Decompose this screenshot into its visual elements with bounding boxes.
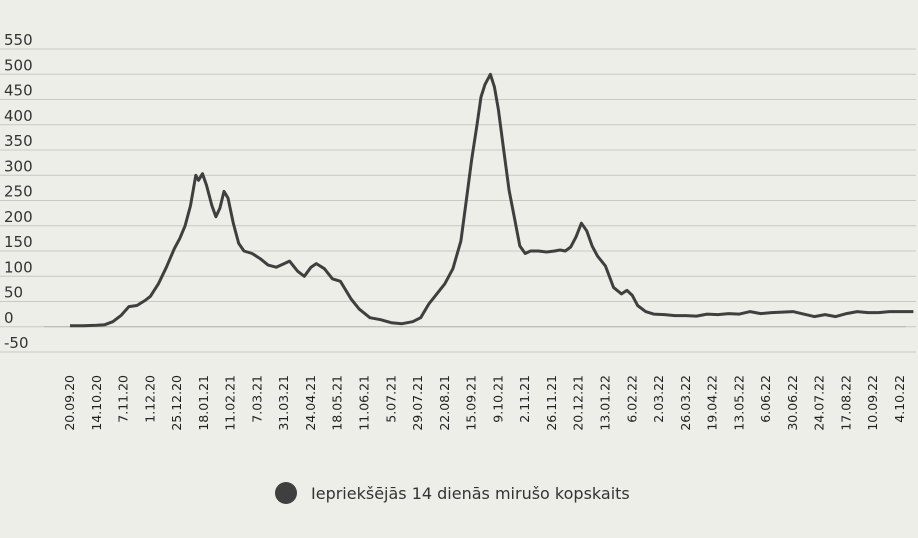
x-tick-label: 10.09.22 bbox=[865, 375, 880, 431]
y-tick-label: 550 bbox=[4, 31, 33, 49]
series-line bbox=[70, 72, 914, 328]
y-tick-label: 500 bbox=[4, 56, 33, 74]
x-tick-label: 6.06.22 bbox=[758, 375, 773, 423]
x-tick-label: 9.10.21 bbox=[490, 375, 505, 423]
x-tick-label: 31.03.21 bbox=[276, 375, 291, 431]
y-tick-label: 200 bbox=[4, 208, 33, 226]
x-tick-label: 14.10.20 bbox=[89, 375, 104, 431]
x-tick-label: 11.06.21 bbox=[357, 375, 372, 431]
x-tick-label: 25.12.20 bbox=[169, 375, 184, 431]
x-tick-label: 11.02.21 bbox=[223, 375, 238, 431]
legend-marker-icon bbox=[275, 482, 297, 504]
x-tick-label: 7.03.21 bbox=[249, 375, 264, 423]
y-tick-label: 450 bbox=[4, 82, 33, 100]
y-tick-label: 50 bbox=[4, 284, 23, 302]
x-tick-label: 30.06.22 bbox=[785, 375, 800, 431]
x-tick-label: 6.02.22 bbox=[624, 375, 639, 423]
line-chart: -50 0 50 100 150 200 250 300 350 400 450 500 550 20.… bbox=[0, 31, 916, 431]
legend: Iepriekšējās 14 dienās mirušo kopskaits bbox=[275, 482, 630, 504]
x-tick-label: 2.11.21 bbox=[517, 375, 532, 423]
y-tick-label: 350 bbox=[4, 132, 33, 150]
x-tick-label: 18.01.21 bbox=[196, 375, 211, 431]
y-tick-label: -50 bbox=[4, 334, 29, 352]
y-tick-label: 300 bbox=[4, 157, 33, 175]
x-tick-label: 26.11.21 bbox=[544, 375, 559, 431]
x-tick-label: 18.05.21 bbox=[330, 375, 345, 431]
x-tick-label: 1.12.20 bbox=[142, 375, 157, 423]
y-axis-ticks: -50 0 50 100 150 200 250 300 350 400 450 500 550 bbox=[4, 31, 33, 352]
x-tick-label: 20.09.20 bbox=[62, 375, 77, 431]
legend-label: Iepriekšējās 14 dienās mirušo kopskaits bbox=[311, 483, 630, 503]
y-tick-label: 150 bbox=[4, 233, 33, 251]
x-tick-label: 13.05.22 bbox=[731, 375, 746, 431]
x-tick-label: 24.04.21 bbox=[303, 375, 318, 431]
y-tick-label: 250 bbox=[4, 183, 33, 201]
x-tick-label: 13.01.22 bbox=[597, 375, 612, 431]
x-tick-label: 22.08.21 bbox=[437, 375, 452, 431]
x-tick-label: 20.12.21 bbox=[571, 375, 586, 431]
y-tick-label: 400 bbox=[4, 107, 33, 125]
x-tick-label: 19.04.22 bbox=[705, 375, 720, 431]
y-tick-label: 0 bbox=[4, 309, 14, 327]
x-tick-label: 26.03.22 bbox=[678, 375, 693, 431]
x-tick-label: 24.07.22 bbox=[812, 375, 827, 431]
x-tick-label: 5.07.21 bbox=[383, 375, 398, 423]
x-tick-label: 17.08.22 bbox=[838, 375, 853, 431]
x-tick-label: 29.07.21 bbox=[410, 375, 425, 431]
x-tick-label: 15.09.21 bbox=[464, 375, 479, 431]
x-axis-ticks: 20.09.20 14.10.20 7.11.20 1.12.20 25.12.20 18… bbox=[62, 375, 907, 431]
x-tick-label: 4.10.22 bbox=[892, 375, 907, 423]
x-tick-label: 2.03.22 bbox=[651, 375, 666, 423]
x-tick-label: 7.11.20 bbox=[116, 375, 131, 423]
y-tick-label: 100 bbox=[4, 258, 33, 276]
